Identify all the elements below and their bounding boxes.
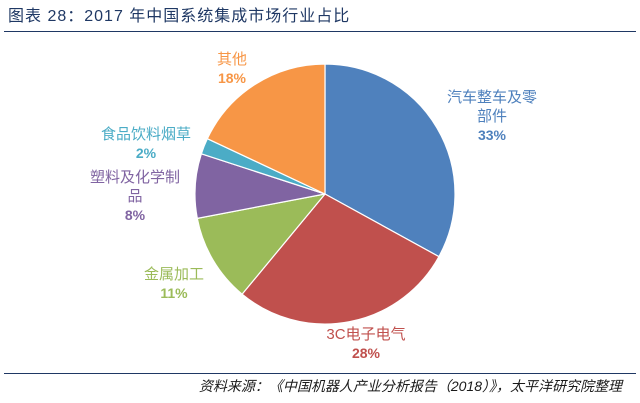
category-name: 3C电子电气 <box>326 326 406 343</box>
category-name: 食品饮料烟草 <box>100 126 191 143</box>
data-label-automotive-parts: 汽车整车及零部件 33% <box>446 88 538 145</box>
percent-value: 2% <box>135 145 157 161</box>
percent-value: 18% <box>217 70 247 86</box>
percent-value: 8% <box>124 207 146 223</box>
data-label-electronics-3c: 3C电子电气 28% <box>320 325 412 363</box>
pie-slice-other <box>206 63 326 195</box>
data-label-plastics-chemicals: 塑料及化学制品 8% <box>89 168 181 225</box>
title-divider <box>4 31 636 32</box>
pie-slice-metal-processing <box>196 193 326 295</box>
percent-value: 33% <box>477 127 507 143</box>
pie-slice-electronics-3c <box>241 193 440 325</box>
data-label-food-beverage-tobacco: 食品饮料烟草 2% <box>100 125 192 163</box>
percent-value: 28% <box>351 345 381 361</box>
figure-title: 图表 28：2017 年中国系统集成市场行业占比 <box>8 8 351 25</box>
category-name: 塑料及化学制品 <box>89 169 180 205</box>
data-label-other: 其他 18% <box>186 50 278 88</box>
category-name: 汽车整车及零部件 <box>446 89 537 125</box>
footer-divider <box>4 373 636 374</box>
data-label-metal-processing: 金属加工 11% <box>128 265 220 303</box>
source-note: 资料来源：《中国机器人产业分析报告（2018）》，太平洋研究院整理 <box>198 378 622 394</box>
category-name: 其他 <box>216 51 247 68</box>
percent-value: 11% <box>160 285 188 301</box>
pie-slice-automotive-parts <box>324 63 456 258</box>
category-name: 金属加工 <box>143 266 204 283</box>
